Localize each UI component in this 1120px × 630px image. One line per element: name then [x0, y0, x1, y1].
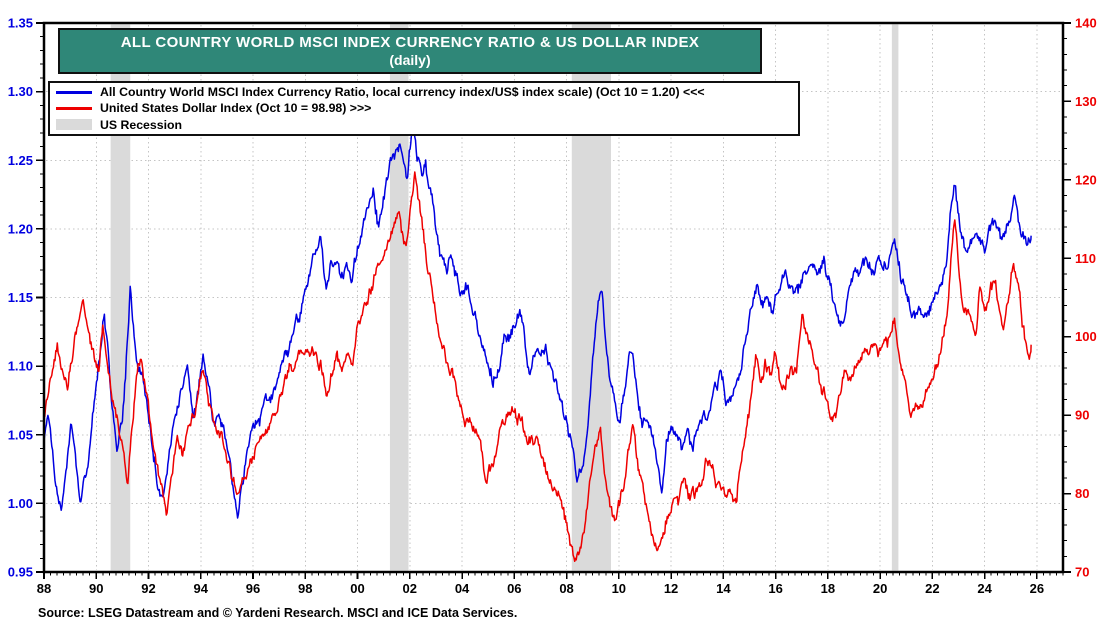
- x-axis-label: 26: [1030, 581, 1044, 596]
- right-axis-label: 80: [1075, 486, 1089, 501]
- right-axis-label: 140: [1075, 16, 1097, 31]
- usd-series-line: [43, 171, 1032, 563]
- chart-title: ALL COUNTRY WORLD MSCI INDEX CURRENCY RA…: [120, 34, 700, 51]
- x-axis-label: 10: [612, 581, 626, 596]
- legend-label-recession: US Recession: [100, 117, 183, 132]
- title-banner: ALL COUNTRY WORLD MSCI INDEX CURRENCY RA…: [58, 28, 762, 74]
- chart-subtitle: (daily): [389, 52, 431, 68]
- x-axis-label: 98: [298, 581, 312, 596]
- usd-line-swatch: [56, 106, 92, 110]
- legend-item-recession: US Recession: [56, 117, 798, 133]
- legend-item-msci: All Country World MSCI Index Currency Ra…: [56, 84, 798, 100]
- x-axis-label: 04: [455, 581, 470, 596]
- left-axis-label: 1.25: [8, 153, 33, 168]
- recession-band: [891, 24, 899, 571]
- x-axis-label: 02: [403, 581, 417, 596]
- x-axis-label: 90: [89, 581, 103, 596]
- left-axis-label: 1.00: [8, 496, 33, 511]
- recession-swatch: [56, 119, 92, 131]
- x-axis-label: 24: [977, 581, 992, 596]
- x-axis-label: 14: [716, 581, 731, 596]
- right-axis-label: 90: [1075, 408, 1089, 423]
- x-axis-label: 18: [821, 581, 835, 596]
- legend-label-usd: United States Dollar Index (Oct 10 = 98.…: [100, 101, 372, 116]
- legend: All Country World MSCI Index Currency Ra…: [48, 81, 800, 136]
- x-axis-label: 12: [664, 581, 678, 596]
- x-axis-label: 20: [873, 581, 887, 596]
- left-axis-label: 1.20: [8, 221, 33, 236]
- left-axis-label: 1.15: [8, 290, 33, 305]
- left-axis-label: 0.95: [8, 565, 33, 580]
- axis-labels: 0.95 1.00 1.05 1.10 1.15 1.20 1.25 1.30 1.35 70 80…: [8, 16, 1097, 597]
- left-axis-label: 1.10: [8, 359, 33, 374]
- msci-series-line: [43, 129, 1032, 519]
- right-axis-label: 70: [1075, 565, 1089, 580]
- right-axis-label: 130: [1075, 94, 1097, 109]
- x-axis-label: 06: [507, 581, 521, 596]
- legend-label-msci: All Country World MSCI Index Currency Ra…: [100, 85, 705, 100]
- left-axis-label: 1.35: [8, 16, 33, 31]
- x-axis-label: 88: [37, 581, 51, 596]
- x-axis-label: 96: [246, 581, 260, 596]
- axes: [36, 22, 1071, 579]
- right-axis-label: 100: [1075, 329, 1097, 344]
- right-axis-label: 110: [1075, 251, 1096, 266]
- left-axis-label: 1.30: [8, 84, 33, 99]
- right-axis-label: 120: [1075, 172, 1097, 187]
- x-axis-label: 92: [141, 581, 155, 596]
- legend-item-usd: United States Dollar Index (Oct 10 = 98.…: [56, 100, 798, 116]
- left-axis-label: 1.05: [8, 427, 33, 442]
- source-note: Source: LSEG Datastream and © Yardeni Re…: [38, 606, 518, 620]
- x-axis-label: 94: [194, 581, 209, 596]
- series: [43, 129, 1032, 563]
- x-axis-label: 16: [768, 581, 782, 596]
- msci-line-swatch: [56, 90, 92, 94]
- x-axis-label: 08: [559, 581, 573, 596]
- x-axis-label: 00: [350, 581, 364, 596]
- x-axis-label: 22: [925, 581, 939, 596]
